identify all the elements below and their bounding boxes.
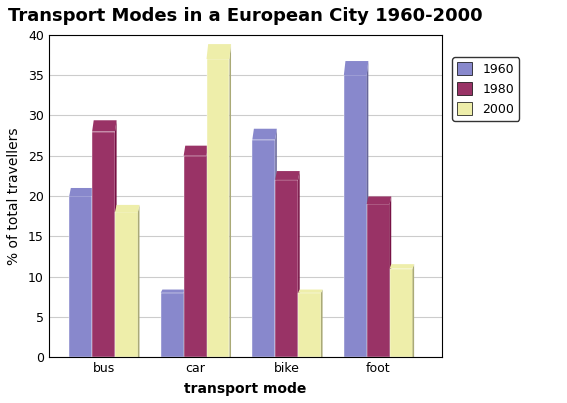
Polygon shape — [252, 129, 277, 139]
Bar — [69, 196, 92, 357]
Bar — [206, 59, 230, 357]
Polygon shape — [390, 196, 391, 357]
Polygon shape — [344, 61, 369, 75]
Bar — [35, 357, 475, 361]
Polygon shape — [206, 44, 231, 59]
Polygon shape — [390, 264, 414, 268]
Polygon shape — [184, 145, 208, 156]
Polygon shape — [184, 289, 185, 357]
Polygon shape — [161, 289, 185, 293]
Bar — [161, 293, 184, 357]
Polygon shape — [69, 188, 94, 196]
Polygon shape — [92, 188, 94, 357]
Polygon shape — [275, 171, 300, 180]
Polygon shape — [206, 145, 208, 357]
X-axis label: transport mode: transport mode — [184, 382, 307, 396]
Bar — [92, 131, 115, 357]
Y-axis label: % of total travellers: % of total travellers — [7, 127, 21, 265]
Polygon shape — [138, 205, 139, 357]
Polygon shape — [298, 289, 323, 293]
Polygon shape — [92, 120, 117, 131]
Bar — [367, 204, 390, 357]
Polygon shape — [413, 264, 414, 357]
Bar — [275, 180, 298, 357]
Legend: 1960, 1980, 2000: 1960, 1980, 2000 — [452, 57, 519, 120]
Polygon shape — [230, 44, 231, 357]
Bar — [252, 139, 275, 357]
Polygon shape — [367, 61, 369, 357]
Bar — [115, 212, 138, 357]
Polygon shape — [115, 205, 139, 212]
Polygon shape — [367, 196, 391, 204]
Polygon shape — [321, 289, 323, 357]
Bar — [298, 293, 321, 357]
Title: Transport Modes in a European City 1960-2000: Transport Modes in a European City 1960-… — [8, 7, 483, 25]
Bar — [184, 156, 206, 357]
Polygon shape — [275, 129, 277, 357]
Bar — [344, 75, 367, 357]
Bar — [390, 268, 413, 357]
Polygon shape — [298, 171, 300, 357]
Polygon shape — [115, 120, 117, 357]
